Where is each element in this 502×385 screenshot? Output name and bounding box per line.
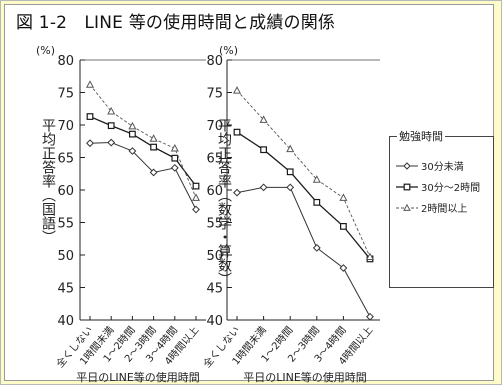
data-point-triangle [259,115,268,123]
y-tick-label: 65 [206,152,223,167]
data-point-square [286,168,294,176]
y-tick-label: 80 [57,54,74,69]
legend-label: 2時間以上 [421,203,467,215]
y-tick-label: 55 [57,217,74,232]
y-tick-label: 40 [57,314,74,329]
y-tick-label: 45 [57,282,74,297]
data-point-square [107,122,115,130]
y-tick-label: 80 [206,54,223,69]
data-point-triangle [339,193,348,201]
series-line-triangle [236,90,371,258]
data-point-triangle [85,80,95,88]
data-point-diamond [86,139,94,148]
y-tick-label: 55 [206,217,223,232]
legend-title: 勉強時間 [397,128,445,144]
series-line-diamond [236,186,371,317]
data-point-triangle [170,143,179,152]
y-tick-label: 75 [206,87,223,102]
y-tick-label: 70 [57,119,74,134]
series-line-diamond [89,142,197,210]
legend-label: 30分未満 [421,161,464,173]
y-axis-label: 平均正答率（国語） [40,118,56,244]
data-point-square [192,182,200,190]
y-tick-label: 65 [57,152,74,167]
data-point-square [340,223,347,230]
data-point-square [86,113,94,120]
data-point-triangle [365,252,375,261]
y-tick-label: 40 [206,314,223,329]
y-axis-label: 平均正答率（数学・算数） [216,118,232,286]
data-point-diamond [149,168,158,177]
data-point-square [171,154,179,162]
figure-title: 図 1-2 LINE 等の使用時間と成績の関係 [16,13,336,33]
y-tick-label: 70 [206,119,223,134]
series-line-triangle [89,84,197,198]
data-point-triangle [191,193,201,201]
data-point-triangle [107,106,116,115]
data-point-diamond [286,183,295,192]
data-point-diamond [128,147,137,155]
data-point-square [233,128,241,136]
data-point-triangle [312,175,321,183]
series-line-square [236,131,371,260]
data-point-diamond [170,163,179,172]
data-point-diamond [192,205,200,214]
data-point-square [150,143,158,151]
data-point-square [260,146,267,154]
data-point-diamond [259,183,268,192]
y-tick-label: 60 [206,184,223,199]
data-point-triangle [128,121,137,130]
data-point-diamond [339,264,348,272]
legend-marker-square [403,183,411,191]
data-point-square [313,198,321,206]
data-point-diamond [107,138,116,147]
series-line-square [89,115,197,187]
y-tick-label: 60 [57,184,74,199]
data-point-square [129,130,136,138]
legend-marker-diamond [403,162,411,170]
legend-marker-triangle [403,203,411,211]
legend-label: 30分～2時間 [421,182,480,194]
y-tick-label: 50 [206,249,223,264]
data-point-triangle [286,144,295,153]
y-tick-label: 45 [206,282,223,297]
data-point-diamond [312,243,321,252]
data-point-triangle [232,86,242,94]
data-point-triangle [149,134,158,142]
data-point-diamond [366,312,374,321]
data-point-diamond [233,188,241,197]
y-unit-label: (%) [36,44,55,57]
y-tick-label: 75 [57,87,74,102]
x-axis-label: 平日のLINE等の使用時間 [76,370,200,384]
y-tick-label: 50 [57,249,74,264]
x-axis-label: 平日のLINE等の使用時間 [243,370,367,384]
y-unit-label: (%) [219,44,238,57]
